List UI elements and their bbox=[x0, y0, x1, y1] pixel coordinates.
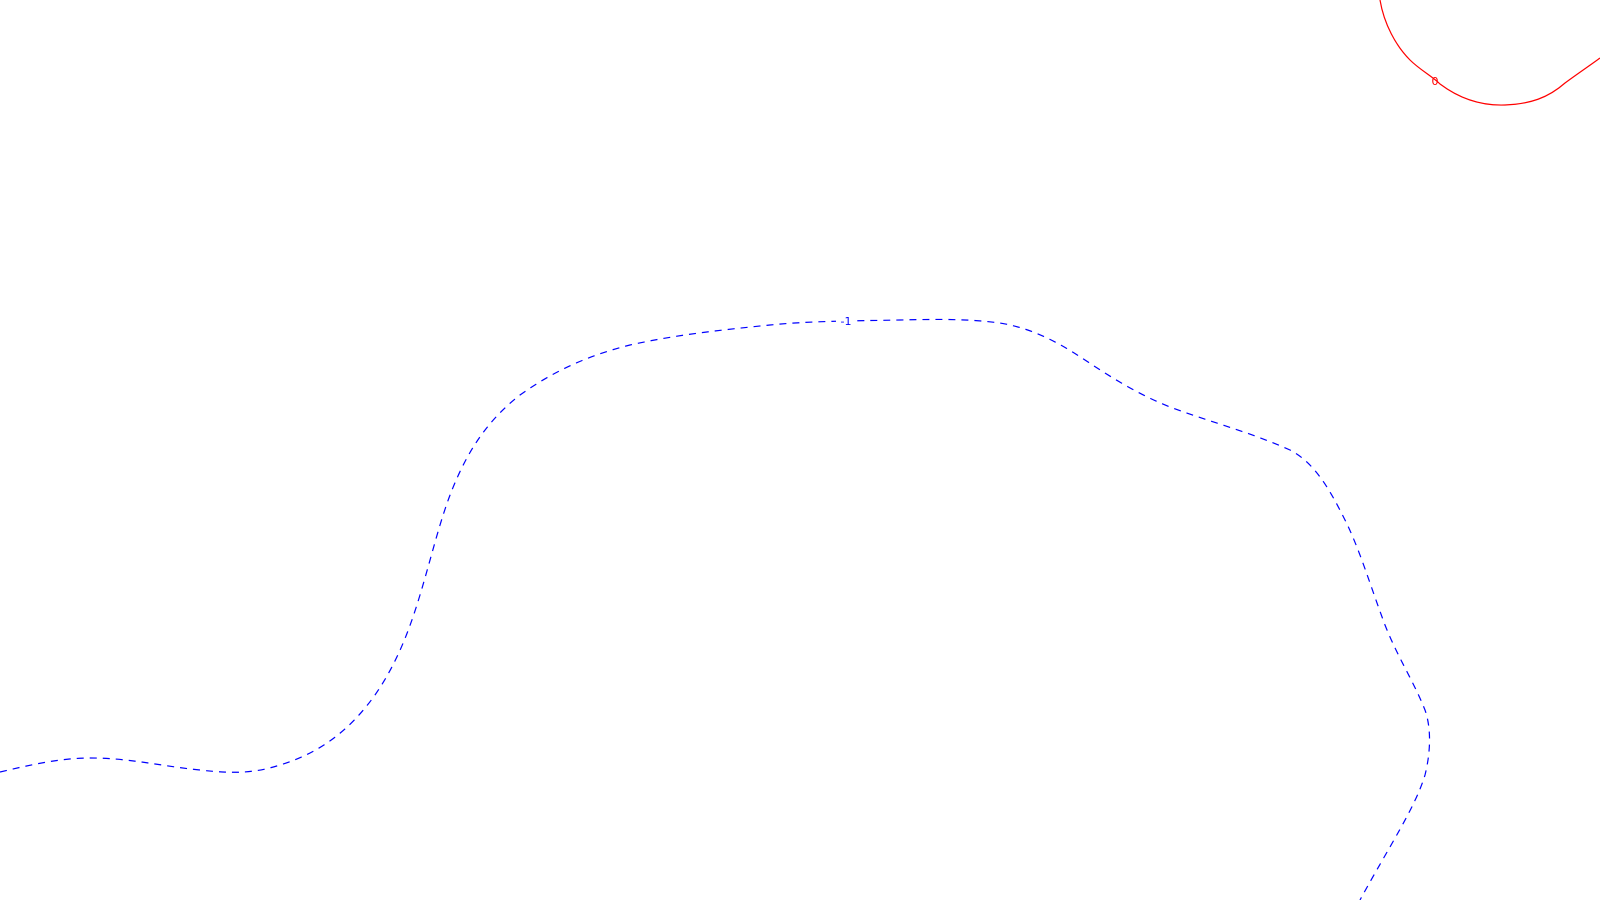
contour-0-group: 0 bbox=[1379, 0, 1600, 106]
contour-label-neg1-bg bbox=[836, 313, 856, 327]
contour-line-neg1 bbox=[0, 318, 1431, 900]
contour-label-neg1: -1 bbox=[841, 315, 852, 328]
contour-neg1-group: -1 bbox=[0, 313, 1431, 900]
contour-line-0 bbox=[1379, 0, 1600, 106]
contour-label-0: 0 bbox=[1432, 75, 1439, 88]
